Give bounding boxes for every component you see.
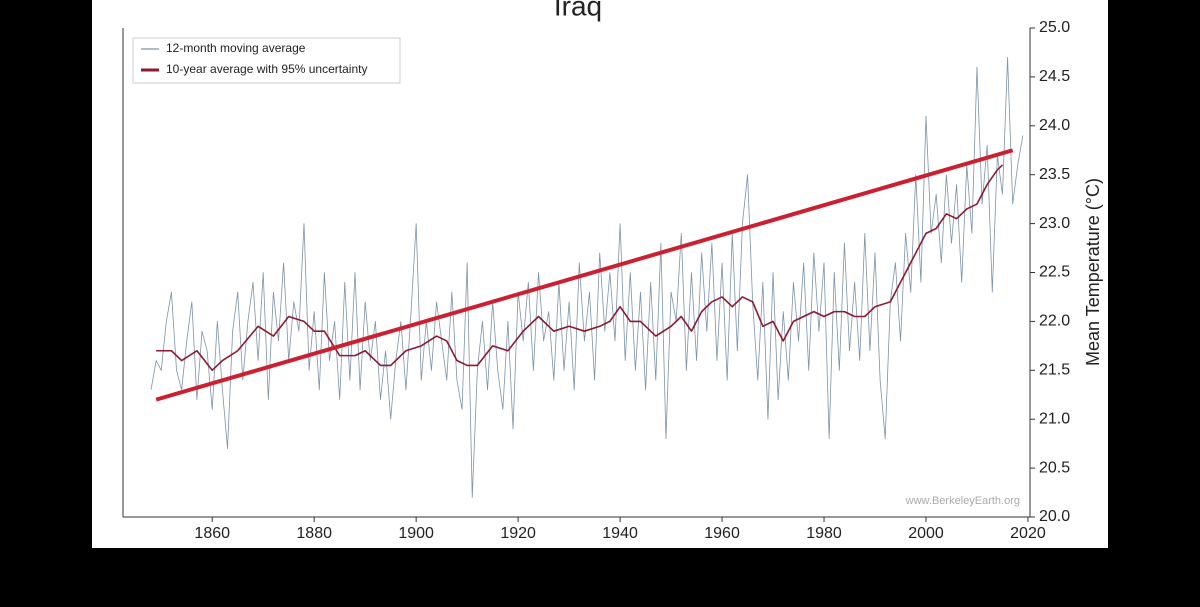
x-tick-label: 1940 xyxy=(602,525,638,542)
series-line xyxy=(156,164,1004,372)
legend-label: 12-month moving average xyxy=(166,41,306,55)
watermark: www.BerkeleyEarth.org xyxy=(905,495,1020,507)
y-tick-label: 21.0 xyxy=(1039,410,1070,427)
y-axis-label: Mean Temperature (°C) xyxy=(1083,178,1103,366)
series-line xyxy=(150,56,1024,498)
y-tick-label: 21.5 xyxy=(1039,362,1070,379)
y-tick-label: 25.0 xyxy=(1039,19,1070,36)
x-tick-label: 1860 xyxy=(194,525,230,542)
y-tick-label: 20.0 xyxy=(1039,508,1070,525)
x-tick-label: 2000 xyxy=(908,525,944,542)
x-tick-label: 1980 xyxy=(806,525,842,542)
x-tick-label: 1920 xyxy=(500,525,536,542)
chart-title: Iraq xyxy=(554,0,602,21)
y-tick-label: 22.5 xyxy=(1039,264,1070,281)
x-tick-label: 1900 xyxy=(398,525,434,542)
x-tick-label: 2020 xyxy=(1010,525,1046,542)
legend-label: 10-year average with 95% uncertainty xyxy=(166,62,367,76)
panel xyxy=(92,0,1108,548)
x-tick-label: 1880 xyxy=(296,525,332,542)
y-tick-label: 23.0 xyxy=(1039,215,1070,232)
series-line xyxy=(155,148,1014,402)
legend-box xyxy=(132,37,401,84)
y-tick-label: 23.5 xyxy=(1039,166,1070,183)
y-tick-label: 24.0 xyxy=(1039,117,1070,134)
y-tick-label: 22.0 xyxy=(1039,313,1070,330)
y-tick-label: 24.5 xyxy=(1039,68,1070,85)
x-tick-label: 1960 xyxy=(704,525,740,542)
y-tick-label: 20.5 xyxy=(1039,459,1070,476)
